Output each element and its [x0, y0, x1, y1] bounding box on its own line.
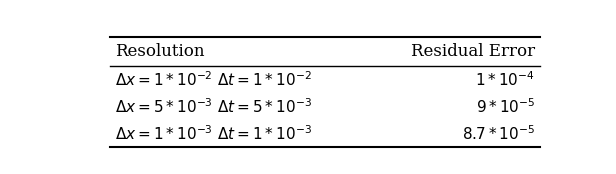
- Text: $\Delta x = 1 * 10^{-3} \ \Delta t = 1 * 10^{-3}$: $\Delta x = 1 * 10^{-3} \ \Delta t = 1 *…: [115, 124, 312, 143]
- Text: $\Delta x = 1 * 10^{-2} \ \Delta t = 1 * 10^{-2}$: $\Delta x = 1 * 10^{-2} \ \Delta t = 1 *…: [115, 70, 312, 89]
- Text: $1 * 10^{-4}$: $1 * 10^{-4}$: [476, 70, 535, 89]
- Text: Resolution: Resolution: [115, 43, 205, 60]
- Text: Residual Error: Residual Error: [411, 43, 535, 60]
- Text: $\Delta x = 5 * 10^{-3} \ \Delta t = 5 * 10^{-3}$: $\Delta x = 5 * 10^{-3} \ \Delta t = 5 *…: [115, 97, 312, 116]
- Text: $9 * 10^{-5}$: $9 * 10^{-5}$: [476, 97, 535, 116]
- Text: $8.7 * 10^{-5}$: $8.7 * 10^{-5}$: [463, 124, 535, 143]
